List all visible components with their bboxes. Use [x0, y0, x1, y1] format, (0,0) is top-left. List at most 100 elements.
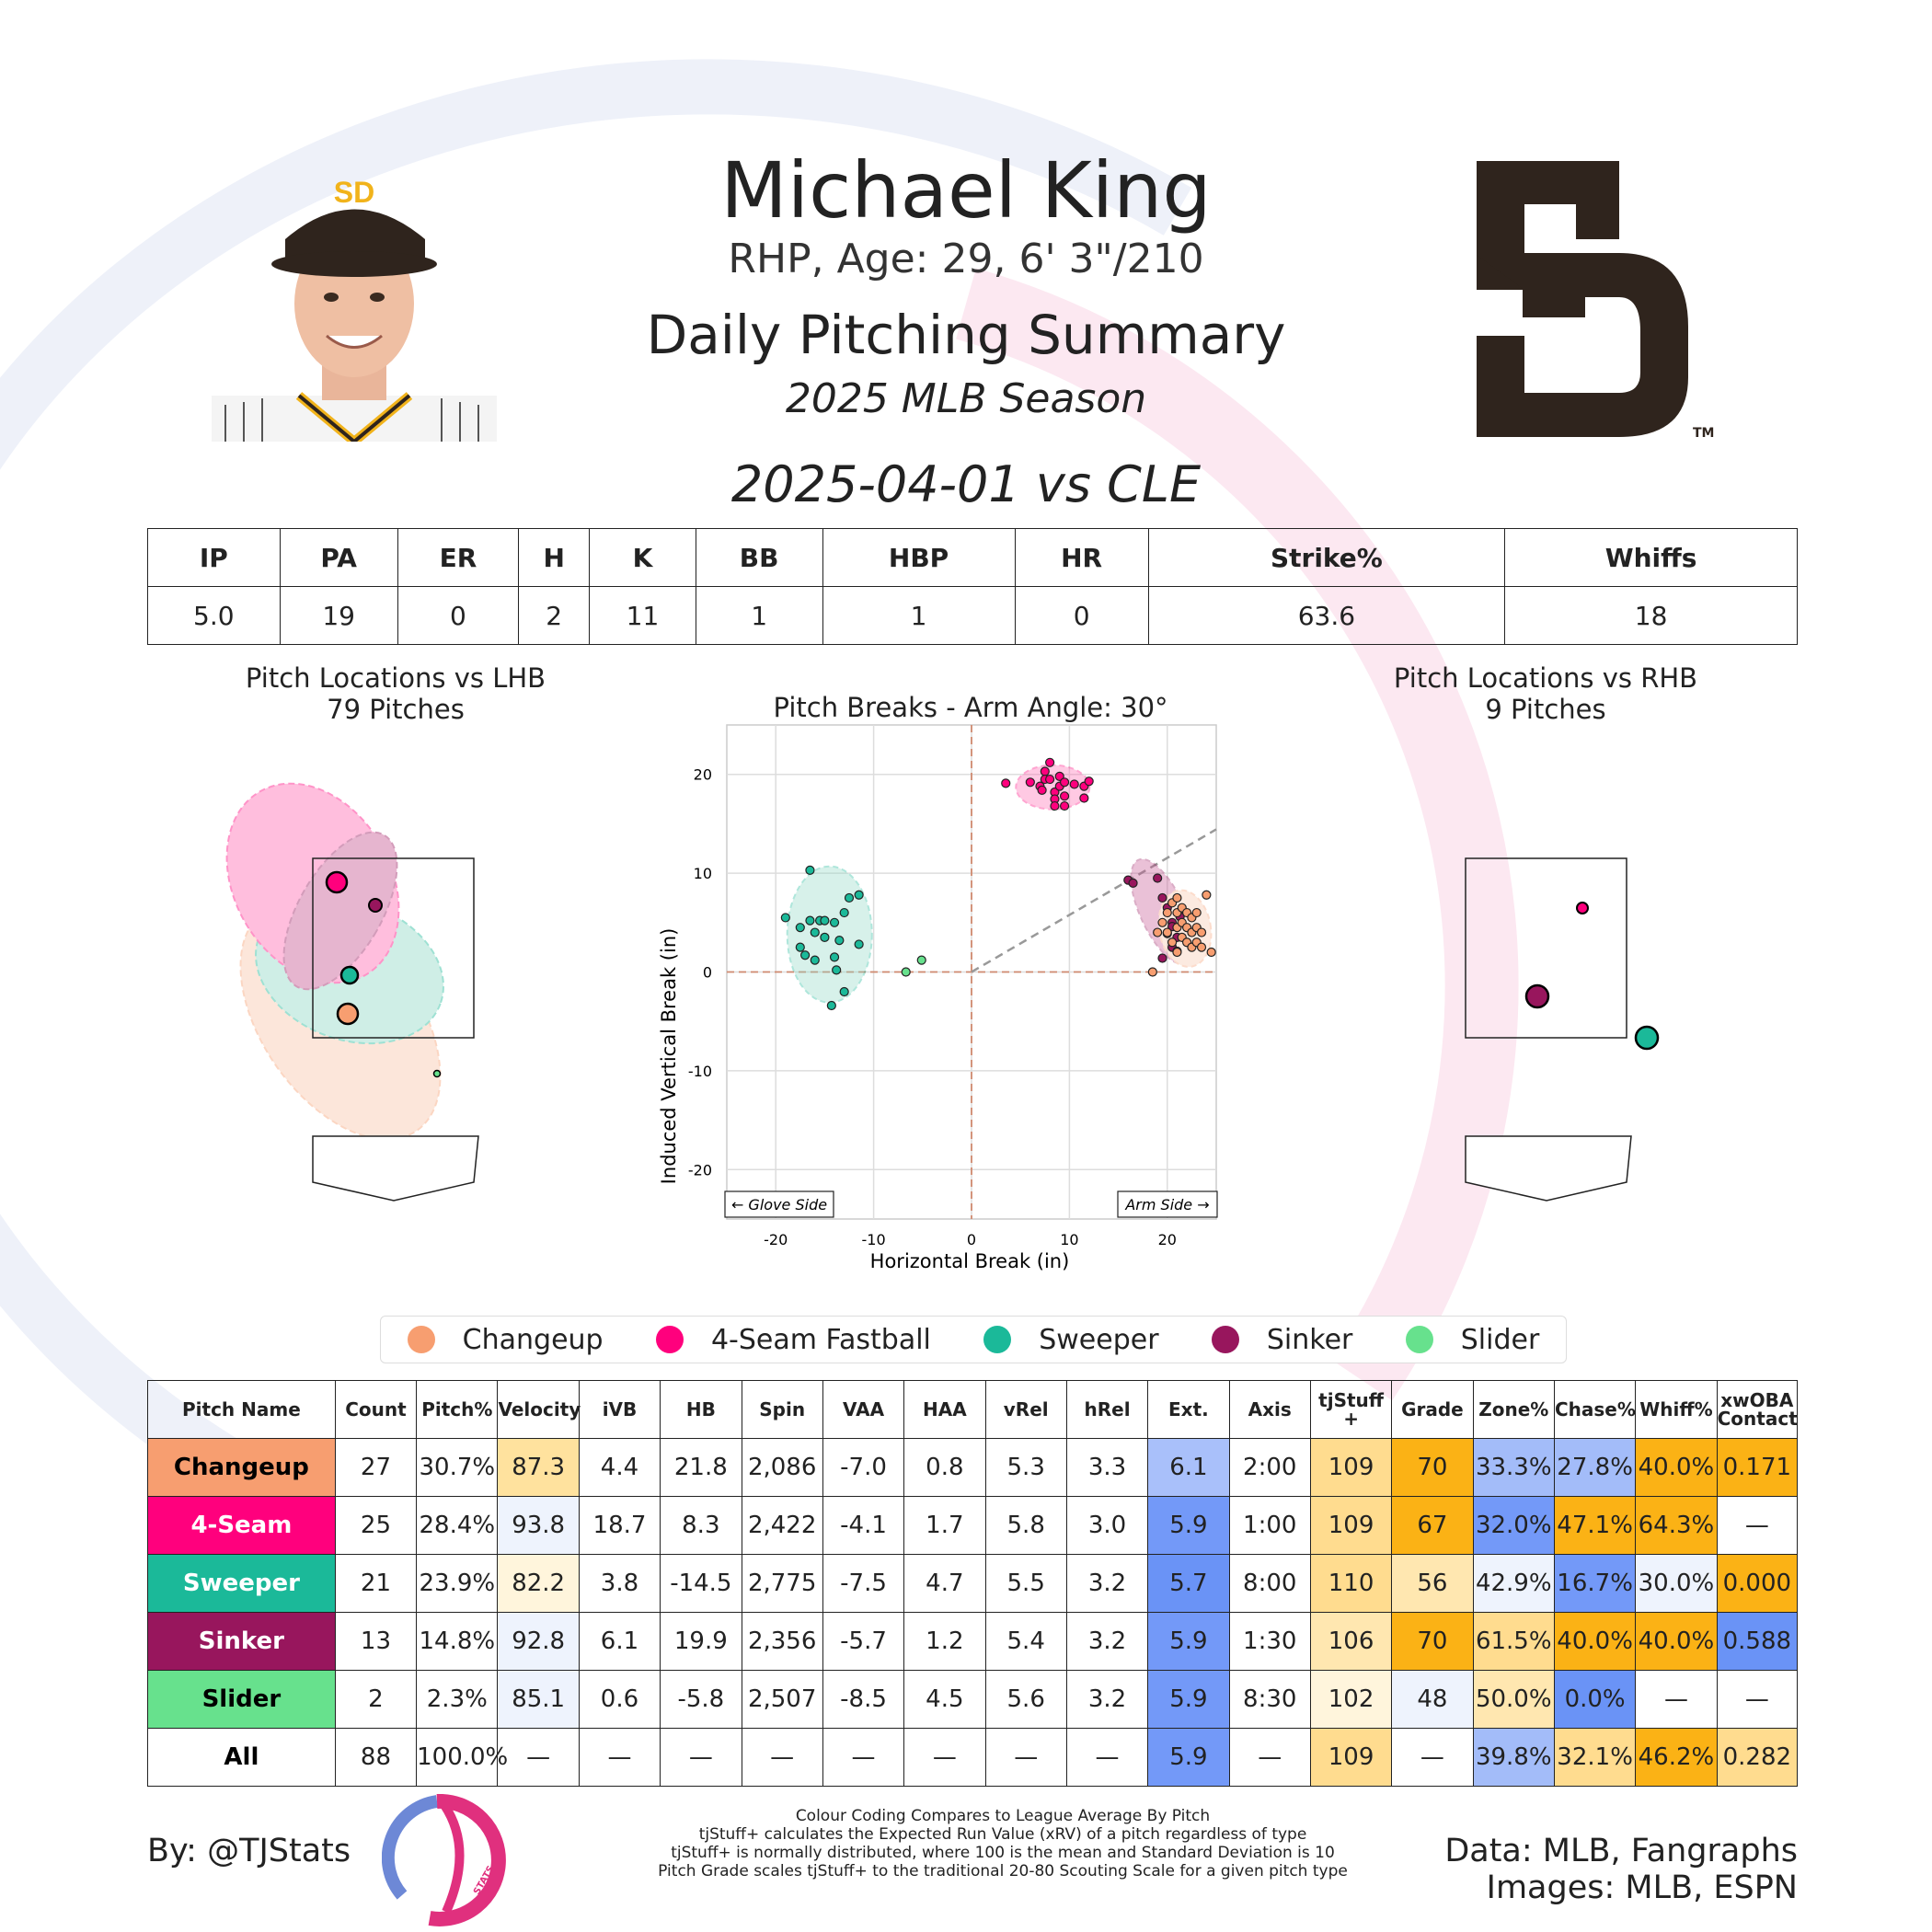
- legend-label: Sinker: [1266, 1323, 1353, 1356]
- break-point: [854, 939, 864, 949]
- break-point: [795, 923, 805, 933]
- game-stat-value: 11: [589, 586, 696, 645]
- legend-marker: [1405, 1326, 1433, 1353]
- game-stat-value: 1: [695, 586, 823, 645]
- game-stat-header: HBP: [822, 528, 1016, 587]
- pitch-table-row: All 88 100.0% — — — — — — — —5.9—109—39.8% 32.1% 46.…: [147, 1728, 1799, 1787]
- pitch-metric-cell: 21: [334, 1554, 418, 1613]
- pitch-metric-cell: 5.9: [1147, 1728, 1230, 1787]
- player-headshot: SD: [212, 176, 497, 442]
- lhb-strike-zone: [312, 857, 475, 1039]
- pitch-metric-cell: 40.0%: [1635, 1438, 1718, 1497]
- lhb-title: Pitch Locations vs LHB: [245, 662, 546, 694]
- pitch-metric-cell: 61.5%: [1472, 1612, 1555, 1671]
- y-tick-label: 20: [694, 766, 712, 784]
- game-stat-header: H: [518, 528, 591, 587]
- break-point: [839, 907, 849, 918]
- break-point: [1206, 947, 1216, 958]
- pitch-metric-cell: 3.8: [578, 1554, 661, 1613]
- rhb-home-plate: [1465, 1135, 1632, 1202]
- legend-item: Slider: [1405, 1324, 1539, 1356]
- author-credit: By: @TJStats: [147, 1833, 351, 1869]
- pitch-metric-cell: 30.7%: [416, 1438, 499, 1497]
- pitch-legend: Changeup 4-Seam Fastball Sweeper Sinker Slid…: [380, 1316, 1567, 1363]
- pitch-table-body: Changeup 27 30.7% 87.3 4.4 21.8 2,086 -7.0 0.8 5.…: [147, 1438, 1799, 1787]
- pitch-metric-cell: 64.3%: [1635, 1496, 1718, 1555]
- pitch-table-header: Spin: [741, 1380, 823, 1439]
- break-point: [1054, 771, 1064, 781]
- pitch-metric-cell: 0.8: [903, 1438, 986, 1497]
- pitch-metric-cell: 47.1%: [1553, 1496, 1637, 1555]
- pitch-metric-cell: 4.4: [578, 1438, 661, 1497]
- pitch-metric-cell: 30.0%: [1635, 1554, 1718, 1613]
- break-point: [820, 932, 830, 943]
- break-point: [810, 955, 820, 965]
- pitch-name-cell: Changeup: [147, 1438, 336, 1497]
- legend-item: Sinker: [1211, 1323, 1353, 1356]
- pitch-metric-cell: 2: [334, 1670, 418, 1729]
- pitch-table-header: Velocity: [497, 1380, 581, 1439]
- legend-item: Sweeper: [983, 1324, 1159, 1356]
- break-point: [1153, 873, 1163, 883]
- note-pitch-grade: Pitch Grade scales tjStuff+ to the tradi…: [658, 1862, 1348, 1880]
- break-point: [1045, 757, 1055, 767]
- break-point: [1202, 890, 1212, 900]
- pitch-metric-cell: —: [903, 1728, 986, 1787]
- pitch-metric-cell: 6.1: [1147, 1438, 1230, 1497]
- break-point: [854, 890, 864, 900]
- break-point: [1001, 778, 1011, 788]
- pitch-metrics-table: Pitch Name Count Pitch% Velocity iVB HB Spin VA…: [147, 1380, 1799, 1787]
- pitch-metric-cell: 3.2: [1065, 1612, 1149, 1671]
- y-tick-label: 0: [703, 964, 712, 982]
- pitch-metric-cell: —: [1716, 1496, 1799, 1555]
- pitch-metric-cell: 5.4: [984, 1612, 1067, 1671]
- break-point: [826, 1000, 836, 1011]
- pitch-table-row: Changeup 27 30.7% 87.3 4.4 21.8 2,086 -7.0 0.8 5.…: [147, 1438, 1799, 1497]
- legend-marker: [1211, 1326, 1239, 1353]
- break-point: [844, 892, 855, 903]
- pitch-metric-cell: 8:00: [1228, 1554, 1311, 1613]
- arm-side-box: Arm Side →: [1117, 1190, 1218, 1218]
- tjstats-logo: STATS: [382, 1794, 506, 1926]
- lhb-location-plot: [225, 782, 479, 1202]
- note-colour-coding: Colour Coding Compares to League Average…: [795, 1807, 1211, 1825]
- pitch-table-header: Ext.: [1147, 1380, 1230, 1439]
- x-tick-label: 0: [967, 1231, 976, 1248]
- game-stat-value: 0: [397, 586, 520, 645]
- game-stat-header: ER: [397, 528, 520, 587]
- pitch-metric-cell: 110: [1309, 1554, 1393, 1613]
- pitch-metric-cell: 2,507: [741, 1670, 823, 1729]
- pitch-metric-cell: 70: [1391, 1438, 1474, 1497]
- pitch-metric-cell: 0.282: [1716, 1728, 1799, 1787]
- x-tick-label: -20: [764, 1231, 788, 1248]
- pitch-metric-cell: 6.1: [578, 1612, 661, 1671]
- rhb-location-plot: [1465, 857, 1660, 1202]
- pitch-metric-cell: 1:30: [1228, 1612, 1311, 1671]
- pitch-metric-cell: 40.0%: [1635, 1612, 1718, 1671]
- break-point: [1059, 800, 1070, 811]
- y-tick-label: -20: [688, 1161, 712, 1179]
- break-plot-title: Pitch Breaks - Arm Angle: 30°: [773, 692, 1168, 723]
- break-point: [1045, 774, 1055, 785]
- pitch-table-header: iVB: [578, 1380, 661, 1439]
- note-tjstuff-xrv: tjStuff+ calculates the Expected Run Val…: [698, 1825, 1307, 1844]
- pitch-name-cell: All: [147, 1728, 336, 1787]
- arm-angle-line: [971, 828, 1217, 973]
- game-stat-value: 2: [518, 586, 591, 645]
- game-stats-header-row: IP PA ER H K BB HBP HR Strike% Whiffs: [147, 528, 1798, 587]
- break-point: [1196, 942, 1207, 952]
- pitch-metric-cell: 27.8%: [1553, 1438, 1637, 1497]
- pitch-metric-cell: 33.3%: [1472, 1438, 1555, 1497]
- pitch-name-cell: Sweeper: [147, 1554, 336, 1613]
- pitch-metric-cell: 87.3: [497, 1438, 580, 1497]
- pitch-table-header: Count: [334, 1380, 418, 1439]
- x-tick-label: 10: [1060, 1231, 1078, 1248]
- pitch-metric-cell: 5.7: [1147, 1554, 1230, 1613]
- data-source: Data: MLB, Fangraphs: [1444, 1833, 1798, 1869]
- break-point: [1191, 907, 1202, 918]
- pitch-table-header: hRel: [1065, 1380, 1149, 1439]
- game-label: 2025-04-01 vs CLE: [730, 455, 1202, 513]
- pitch-metric-cell: 5.3: [984, 1438, 1067, 1497]
- source-credits: Data: MLB, Fangraphs Images: MLB, ESPN: [1444, 1833, 1798, 1906]
- x-tick-label: 20: [1158, 1231, 1177, 1248]
